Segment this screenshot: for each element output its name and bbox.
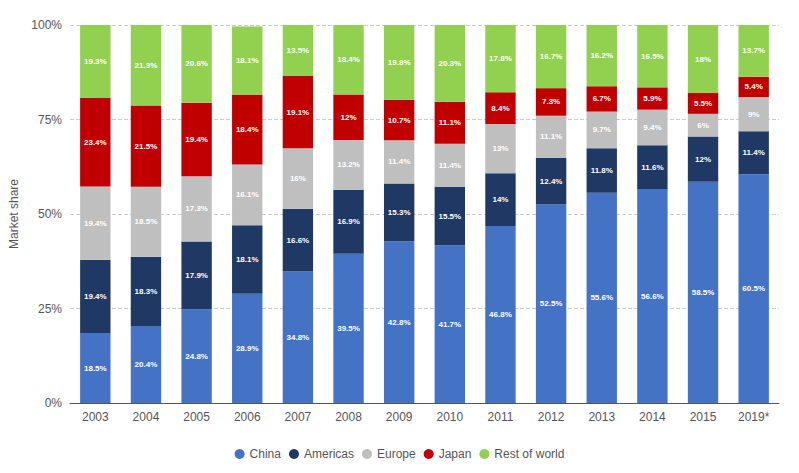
svg-text:11.4%: 11.4%	[388, 157, 410, 166]
svg-text:12%: 12%	[341, 113, 357, 122]
svg-text:17.9%: 17.9%	[185, 271, 208, 280]
svg-text:20.4%: 20.4%	[135, 360, 158, 369]
svg-text:56.6%: 56.6%	[641, 292, 664, 301]
svg-text:16.9%: 16.9%	[337, 217, 360, 226]
svg-text:16.6%: 16.6%	[287, 236, 310, 245]
svg-text:16.1%: 16.1%	[236, 190, 259, 199]
svg-text:24.8%: 24.8%	[185, 352, 208, 361]
svg-text:16.5%: 16.5%	[641, 52, 664, 61]
svg-text:19.8%: 19.8%	[388, 58, 411, 67]
svg-text:11.1%: 11.1%	[540, 132, 562, 141]
svg-text:2019*: 2019*	[738, 410, 770, 424]
svg-text:18.3%: 18.3%	[135, 287, 158, 296]
svg-text:12%: 12%	[695, 155, 711, 164]
svg-text:16%: 16%	[290, 174, 306, 183]
svg-text:0%: 0%	[45, 396, 63, 410]
svg-text:9%: 9%	[748, 110, 760, 119]
svg-text:23.4%: 23.4%	[84, 138, 107, 147]
svg-text:9.4%: 9.4%	[643, 123, 661, 132]
svg-text:18.5%: 18.5%	[84, 364, 107, 373]
svg-text:17.3%: 17.3%	[185, 204, 208, 213]
svg-text:12.4%: 12.4%	[540, 177, 563, 186]
svg-text:Americas: Americas	[304, 447, 354, 461]
svg-text:9.7%: 9.7%	[593, 125, 611, 134]
svg-text:5.9%: 5.9%	[643, 94, 661, 103]
svg-text:11.4%: 11.4%	[743, 148, 765, 157]
svg-text:Rest of world: Rest of world	[494, 447, 564, 461]
svg-text:13.2%: 13.2%	[337, 160, 360, 169]
svg-text:18.4%: 18.4%	[236, 125, 259, 134]
svg-text:19.3%: 19.3%	[84, 57, 107, 66]
svg-text:11.8%: 11.8%	[591, 166, 613, 175]
svg-text:19.1%: 19.1%	[287, 108, 310, 117]
svg-text:5.5%: 5.5%	[694, 99, 712, 108]
svg-text:2003: 2003	[82, 410, 109, 424]
svg-text:11.4%: 11.4%	[439, 161, 461, 170]
svg-text:13.5%: 13.5%	[287, 46, 310, 55]
svg-text:55.6%: 55.6%	[590, 293, 613, 302]
svg-text:2015: 2015	[690, 410, 717, 424]
svg-text:15.5%: 15.5%	[438, 212, 461, 221]
svg-text:52.5%: 52.5%	[540, 299, 563, 308]
svg-text:21.5%: 21.5%	[135, 142, 158, 151]
svg-text:7.3%: 7.3%	[542, 97, 560, 106]
svg-text:20.3%: 20.3%	[438, 59, 461, 68]
svg-text:18.4%: 18.4%	[337, 55, 360, 64]
svg-text:8.4%: 8.4%	[491, 104, 509, 113]
svg-text:Europe: Europe	[377, 447, 416, 461]
svg-text:58.5%: 58.5%	[692, 288, 715, 297]
svg-text:16.2%: 16.2%	[590, 51, 613, 60]
svg-text:21.3%: 21.3%	[135, 61, 158, 70]
svg-text:13%: 13%	[492, 144, 508, 153]
svg-text:10.7%: 10.7%	[388, 116, 411, 125]
svg-text:60.5%: 60.5%	[742, 284, 765, 293]
svg-text:2009: 2009	[386, 410, 413, 424]
svg-text:19.4%: 19.4%	[84, 219, 107, 228]
svg-text:18%: 18%	[695, 55, 711, 64]
svg-text:2005: 2005	[183, 410, 210, 424]
svg-text:19.4%: 19.4%	[185, 135, 208, 144]
svg-text:11.6%: 11.6%	[641, 163, 663, 172]
svg-text:75%: 75%	[38, 113, 62, 127]
svg-text:Japan: Japan	[439, 447, 472, 461]
svg-text:41.7%: 41.7%	[438, 320, 461, 329]
svg-text:100%: 100%	[31, 18, 62, 32]
svg-text:2013: 2013	[588, 410, 615, 424]
svg-text:6.7%: 6.7%	[593, 94, 611, 103]
svg-text:18.1%: 18.1%	[236, 255, 259, 264]
svg-text:2014: 2014	[639, 410, 666, 424]
svg-text:2007: 2007	[285, 410, 312, 424]
svg-text:2010: 2010	[436, 410, 463, 424]
svg-text:2011: 2011	[488, 410, 514, 424]
svg-text:50%: 50%	[38, 207, 62, 221]
svg-text:11.1%: 11.1%	[439, 118, 461, 127]
svg-text:2008: 2008	[335, 410, 362, 424]
svg-text:14%: 14%	[492, 195, 508, 204]
svg-text:6%: 6%	[697, 121, 709, 130]
svg-text:5.4%: 5.4%	[745, 82, 763, 91]
svg-text:19.4%: 19.4%	[84, 292, 107, 301]
svg-text:China: China	[250, 447, 282, 461]
svg-text:25%: 25%	[38, 302, 62, 316]
svg-text:34.8%: 34.8%	[287, 333, 310, 342]
svg-text:42.8%: 42.8%	[388, 318, 411, 327]
svg-text:46.8%: 46.8%	[489, 310, 512, 319]
svg-text:13.7%: 13.7%	[742, 46, 765, 55]
svg-text:2006: 2006	[234, 410, 261, 424]
svg-text:2012: 2012	[538, 410, 565, 424]
svg-text:16.7%: 16.7%	[540, 52, 563, 61]
svg-text:28.9%: 28.9%	[236, 344, 259, 353]
svg-text:18.5%: 18.5%	[135, 217, 158, 226]
svg-text:2004: 2004	[133, 410, 160, 424]
svg-text:20.6%: 20.6%	[185, 59, 208, 68]
svg-text:18.1%: 18.1%	[236, 56, 259, 65]
svg-text:17.8%: 17.8%	[489, 54, 512, 63]
svg-text:15.3%: 15.3%	[388, 208, 411, 217]
svg-text:Market share: Market share	[7, 179, 21, 249]
svg-text:39.5%: 39.5%	[337, 324, 360, 333]
